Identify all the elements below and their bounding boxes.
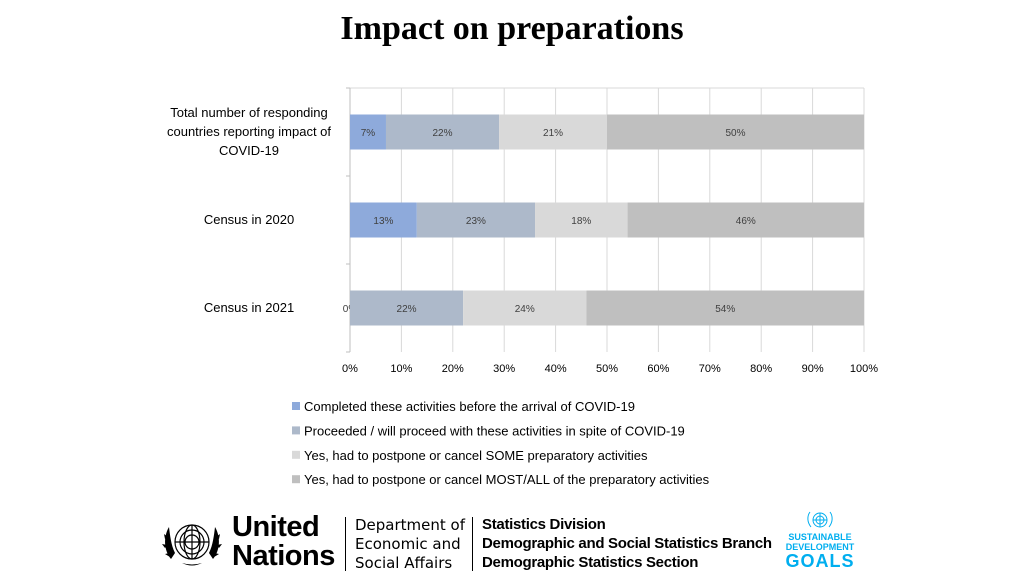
data-label: 22% [397,304,417,315]
un-emblem-small-icon [807,511,833,528]
data-label: 22% [433,128,453,139]
division-line1: Statistics Division [482,516,606,533]
department-line3: Social Affairs [355,554,453,572]
legend-swatch [292,426,300,435]
x-tick-label: 20% [442,363,464,375]
data-label: 46% [736,216,756,227]
x-tick-label: 60% [647,363,669,375]
un-wordmark-line1: United [232,511,320,543]
bar-segment [499,114,607,150]
category-label: COVID-19 [219,143,279,158]
bar-segment [607,114,864,150]
data-label: 13% [373,216,393,227]
legend-label: Yes, had to postpone or cancel MOST/ALL … [304,472,710,487]
legend-label: Completed these activities before the ar… [304,399,635,414]
x-tick-label: 50% [596,363,618,375]
bar-segment [350,290,464,326]
sdg-line2: DEVELOPMENT [785,542,855,552]
division-line2: Demographic and Social Statistics Branch [482,535,772,552]
bar-segment [463,290,587,326]
sdg-logo: SUSTAINABLE DEVELOPMENT GOALS [784,509,856,571]
un-wordmark: United Nations [232,513,335,571]
legend-swatch [292,450,300,459]
data-label: 18% [571,216,591,227]
divider [345,517,346,571]
bar-segment [350,114,386,150]
legend-label: Yes, had to postpone or cancel SOME prep… [304,448,648,463]
legend-swatch [292,475,300,484]
divider [472,517,473,571]
x-tick-label: 90% [802,363,824,375]
department-line2: Economic and [355,535,461,553]
x-tick-label: 40% [545,363,567,375]
x-tick-label: 30% [493,363,515,375]
stacked-bar-chart: 7% 22% 21% 50% Total number of responding cou… [167,87,878,487]
bar-segment [350,202,417,238]
sdg-line3: GOALS [785,551,855,571]
data-label: 21% [543,128,563,139]
x-tick-label: 100% [850,363,878,375]
bar-segment [535,202,628,238]
data-label: 23% [466,216,486,227]
category-label: Total number of responding [170,105,328,120]
data-label: 54% [715,304,735,315]
x-tick-label: 10% [390,363,412,375]
department-name: Department of Economic and Social Affair… [355,516,465,573]
category-label: Census in 2020 [204,212,294,227]
x-tick-label: 70% [699,363,721,375]
category-label: countries reporting impact of [167,124,331,139]
division-name: Statistics Division Demographic and Soci… [482,515,772,572]
bar-segment [586,290,864,326]
x-tick-label: 0% [342,363,358,375]
bar-segment [385,114,500,150]
department-line1: Department of [355,516,465,534]
data-label: 7% [361,128,376,139]
category-label: Census in 2021 [204,300,294,315]
legend-swatch [292,402,300,410]
un-wordmark-line2: Nations [232,540,335,572]
data-label: 24% [515,304,535,315]
footer: United Nations Department of Economic an… [0,505,1024,576]
legend-label: Proceeded / will proceed with these acti… [304,423,685,438]
un-emblem-icon [162,524,222,566]
division-line3: Demographic Statistics Section [482,554,699,571]
x-tick-label: 80% [750,363,772,375]
bar-segment [627,202,864,238]
bar-segment [416,202,536,238]
slide-title: Impact on preparations [340,10,684,47]
data-label: 50% [725,128,745,139]
sdg-line1: SUSTAINABLE [788,532,852,542]
